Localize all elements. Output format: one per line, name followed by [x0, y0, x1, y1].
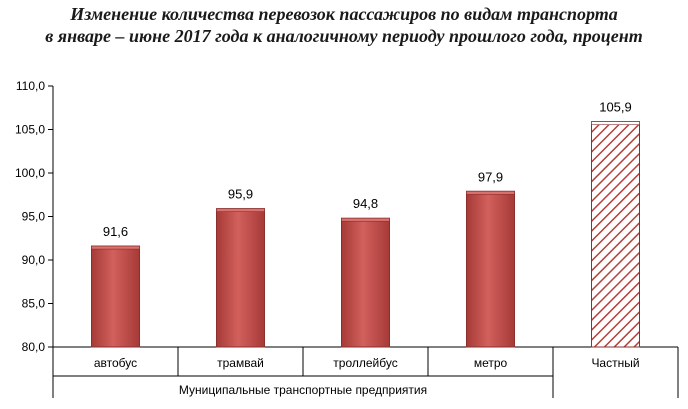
bar: [216, 208, 265, 348]
bars: [91, 121, 640, 348]
category-label: трамвай: [217, 356, 264, 370]
y-tick-label: 85,0: [22, 297, 46, 311]
data-label: 94,8: [353, 196, 378, 211]
bar: [591, 121, 640, 348]
bar: [91, 245, 140, 348]
chart-title: Изменение количества перевозок пассажиро…: [0, 3, 688, 47]
chart-title-line-1: Изменение количества перевозок пассажиро…: [70, 4, 618, 24]
bar-cap: [591, 121, 640, 125]
category-label: автобус: [94, 356, 137, 370]
y-tick-label: 105,0: [15, 123, 45, 137]
y-tick-label: 95,0: [22, 210, 46, 224]
data-label: 97,9: [478, 169, 503, 184]
bar-cap: [466, 190, 515, 195]
y-tick-label: 110,0: [16, 79, 45, 93]
data-labels: 91,6 автобус 95,9 трамвай 94,8 троллейбус 97,9…: [94, 100, 640, 370]
bar-cap: [341, 217, 390, 222]
bar-cap: [216, 208, 265, 212]
group-label: Муниципальные транспортные предприятия: [179, 383, 427, 397]
y-tick-label: 100,0: [15, 166, 45, 180]
bar: [341, 217, 390, 348]
data-label: 105,9: [599, 100, 632, 115]
y-tick-label: 80,0: [22, 340, 46, 354]
category-label: метро: [474, 356, 508, 370]
axes: 80,0 85,0 90,0 95,0 100,0 105,0 110,0 Муниципал…: [15, 79, 679, 398]
category-label: Частный: [591, 356, 639, 370]
category-label: троллейбус: [333, 356, 397, 370]
bar: [466, 190, 515, 348]
data-label: 91,6: [103, 224, 128, 239]
bar-cap: [91, 245, 140, 250]
chart-title-line-2: в январе – июне 2017 года к аналогичному…: [45, 26, 643, 46]
data-label: 95,9: [228, 187, 253, 202]
y-tick-label: 90,0: [22, 253, 46, 267]
